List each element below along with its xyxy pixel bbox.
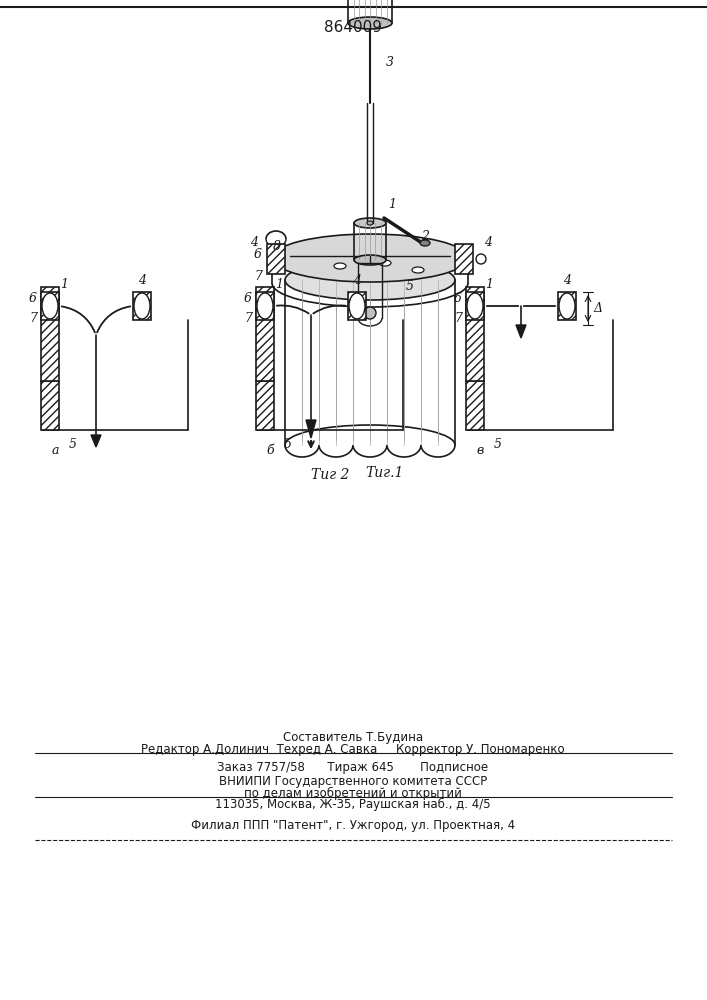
Ellipse shape xyxy=(354,255,386,265)
Text: 7: 7 xyxy=(244,312,252,324)
Ellipse shape xyxy=(334,263,346,269)
Text: 7: 7 xyxy=(454,312,462,324)
Text: Заказ 7757/58      Тираж 645       Подписное: Заказ 7757/58 Тираж 645 Подписное xyxy=(218,760,489,774)
Text: 7: 7 xyxy=(254,269,262,282)
Ellipse shape xyxy=(420,240,430,246)
Text: 5: 5 xyxy=(406,279,414,292)
Ellipse shape xyxy=(349,293,365,319)
Ellipse shape xyxy=(559,293,575,319)
Bar xyxy=(348,292,366,320)
Text: ВНИИПИ Государственного комитета СССР: ВНИИПИ Государственного комитета СССР xyxy=(219,774,487,788)
Text: 3: 3 xyxy=(386,56,394,70)
Text: 6: 6 xyxy=(454,292,462,306)
Ellipse shape xyxy=(272,234,468,282)
Ellipse shape xyxy=(467,293,483,319)
Bar xyxy=(466,380,484,430)
Polygon shape xyxy=(306,420,316,438)
Text: Составитель Т.Будина: Составитель Т.Будина xyxy=(283,730,423,744)
Text: 1: 1 xyxy=(275,277,283,290)
Text: по делам изобретений и открытий: по делам изобретений и открытий xyxy=(244,786,462,800)
Text: 2: 2 xyxy=(421,230,429,242)
Text: 4: 4 xyxy=(250,236,258,249)
Text: 4: 4 xyxy=(563,273,571,286)
Ellipse shape xyxy=(134,293,150,319)
Ellipse shape xyxy=(367,221,373,225)
Ellipse shape xyxy=(379,260,391,266)
Text: Τиг.1: Τиг.1 xyxy=(366,466,404,480)
Text: 864009: 864009 xyxy=(324,20,382,35)
Text: в: в xyxy=(477,444,484,456)
Text: 1: 1 xyxy=(388,198,396,212)
Bar xyxy=(256,287,274,380)
Text: 7: 7 xyxy=(29,312,37,324)
Bar xyxy=(256,380,274,430)
Text: Τиг 2: Τиг 2 xyxy=(311,468,349,482)
Text: 6: 6 xyxy=(254,248,262,261)
Bar xyxy=(558,292,576,320)
Bar xyxy=(133,292,151,320)
Text: Редактор А.Долинич  Техред А. Савка     Корректор У. Пономаренко: Редактор А.Долинич Техред А. Савка Корре… xyxy=(141,744,565,756)
Text: 113035, Москва, Ж-35, Раушская наб., д. 4/5: 113035, Москва, Ж-35, Раушская наб., д. … xyxy=(215,797,491,811)
Text: Δ: Δ xyxy=(593,302,602,315)
Ellipse shape xyxy=(348,17,392,29)
Bar xyxy=(256,292,274,320)
Bar xyxy=(267,244,285,274)
Polygon shape xyxy=(516,325,526,338)
Text: 4: 4 xyxy=(138,273,146,286)
Text: 8: 8 xyxy=(273,239,281,252)
Bar xyxy=(466,292,484,320)
Text: 4: 4 xyxy=(353,273,361,286)
Text: 1: 1 xyxy=(485,277,493,290)
Text: а: а xyxy=(51,444,59,456)
Text: б: б xyxy=(267,444,274,456)
Ellipse shape xyxy=(354,218,386,228)
Text: 6: 6 xyxy=(29,292,37,306)
Ellipse shape xyxy=(42,293,58,319)
Bar xyxy=(41,380,59,430)
Text: Филиал ППП "Патент", г. Ужгород, ул. Проектная, 4: Филиал ППП "Патент", г. Ужгород, ул. Про… xyxy=(191,818,515,832)
Text: 1: 1 xyxy=(60,277,68,290)
Text: 5: 5 xyxy=(284,438,292,452)
Text: 5: 5 xyxy=(69,438,77,452)
Ellipse shape xyxy=(285,260,455,300)
Polygon shape xyxy=(91,435,101,447)
Bar xyxy=(455,244,473,274)
Text: 5: 5 xyxy=(494,438,502,452)
Ellipse shape xyxy=(257,293,273,319)
Bar xyxy=(41,287,59,380)
Ellipse shape xyxy=(476,254,486,264)
Bar xyxy=(466,287,484,380)
Bar xyxy=(41,292,59,320)
Ellipse shape xyxy=(412,267,424,273)
Text: 4: 4 xyxy=(484,236,492,249)
Text: 6: 6 xyxy=(244,292,252,306)
Ellipse shape xyxy=(364,307,376,319)
